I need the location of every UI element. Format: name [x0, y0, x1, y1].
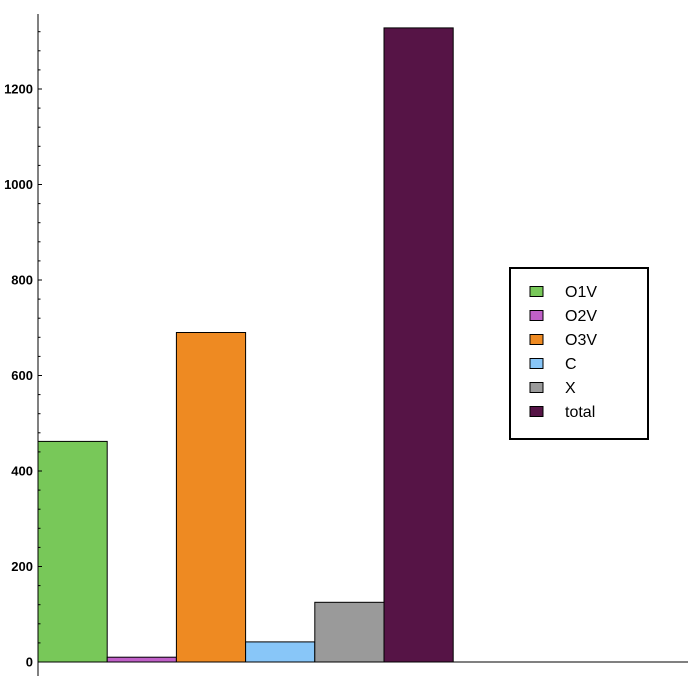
bar-total: [383, 27, 454, 663]
axes-group: [37, 14, 688, 676]
y-tick-label: 600: [11, 368, 33, 383]
legend-swatch-o2v: [529, 310, 544, 321]
y-ticks-group: 0 200 400 600 800 1000 1200: [4, 31, 42, 670]
y-tick-label: 200: [11, 559, 33, 574]
bar-x: [314, 601, 385, 663]
bar-c: [245, 641, 316, 663]
y-tick-label: 1000: [4, 177, 33, 192]
bar-o2v: [106, 656, 177, 663]
bar-o1v: [37, 440, 108, 663]
legend-swatch-total: [529, 406, 544, 417]
bar-o3v: [175, 332, 247, 663]
legend-swatch-x: [529, 382, 544, 393]
legend-swatch-o1v: [529, 286, 544, 297]
y-tick-label: 1200: [4, 82, 33, 97]
legend-label-o3v: O3V: [565, 332, 597, 349]
legend-label-o1v: O1V: [565, 284, 597, 301]
legend-label-o2v: O2V: [565, 308, 597, 325]
legend-swatch-o3v: [529, 334, 544, 345]
y-tick-label: 800: [11, 273, 33, 288]
legend-label-total: total: [565, 404, 595, 421]
bars-group: [37, 27, 454, 663]
y-tick-label: 0: [26, 655, 33, 670]
legend-label-c: C: [565, 356, 577, 373]
legend-swatch-c: [529, 358, 544, 369]
y-tick-label: 400: [11, 464, 33, 479]
legend-label-x: X: [565, 380, 576, 397]
